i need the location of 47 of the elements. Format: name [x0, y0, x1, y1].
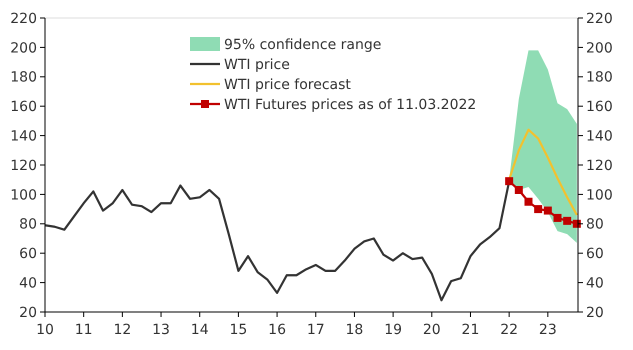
y2-tick-label: 100: [586, 187, 613, 204]
point: [514, 186, 523, 194]
y-tick-label: 20: [19, 304, 37, 321]
x-tick-label: 15: [229, 322, 248, 338]
y2-tick-label: 160: [586, 99, 613, 116]
x-tick-label: 16: [268, 322, 286, 338]
x-tick-label: 12: [113, 322, 132, 338]
x-tick-label: 13: [152, 322, 170, 338]
point: [544, 206, 552, 215]
legend-label: WTI Futures prices as of 11.03.2022: [224, 96, 476, 113]
x-tick-label: 18: [346, 322, 364, 338]
point: [534, 205, 542, 214]
y-tick-label: 120: [10, 158, 37, 174]
y2-tick-label: 80: [586, 216, 604, 233]
y-tick-label: 80: [19, 216, 37, 233]
x-tick-label: 20: [422, 322, 441, 338]
x-tick-label: 22: [500, 322, 518, 338]
y2-tick-label: 220: [586, 10, 613, 27]
y2-tick-label: 20: [586, 304, 604, 321]
y-tick-label: 220: [10, 10, 37, 27]
x-tick-label: 21: [462, 322, 480, 338]
y2-tick-label: 120: [586, 158, 613, 174]
point: [563, 216, 572, 225]
y2-tick-label: 200: [586, 40, 613, 56]
y2-tick-label: 180: [586, 70, 613, 86]
y2-tick-label: 140: [586, 128, 613, 144]
y-tick-label: 40: [19, 276, 37, 292]
point: [554, 214, 562, 222]
annotation: 95% confidence range: [224, 36, 382, 53]
point: [524, 198, 532, 206]
x-tick-label: 10: [36, 322, 54, 338]
point: [505, 177, 514, 186]
legend-label: WTI price forecast: [224, 76, 352, 93]
legend-label: WTI price: [224, 56, 290, 73]
x-tick-label: 14: [190, 322, 209, 338]
y-tick-label: 100: [10, 187, 37, 204]
y-tick-label: 160: [10, 99, 37, 116]
y2-tick-label: 60: [586, 246, 604, 262]
x-tick-label: 23: [538, 322, 557, 338]
x-tick-label: 17: [306, 322, 325, 338]
x-tick-label: 11: [74, 322, 93, 338]
y-tick-label: 200: [10, 40, 37, 56]
y-tick-label: 180: [10, 70, 37, 86]
y2-tick-label: 40: [586, 276, 604, 292]
y-tick-label: 60: [19, 246, 37, 262]
y-tick-label: 140: [10, 128, 37, 144]
x-tick-label: 19: [384, 322, 402, 338]
